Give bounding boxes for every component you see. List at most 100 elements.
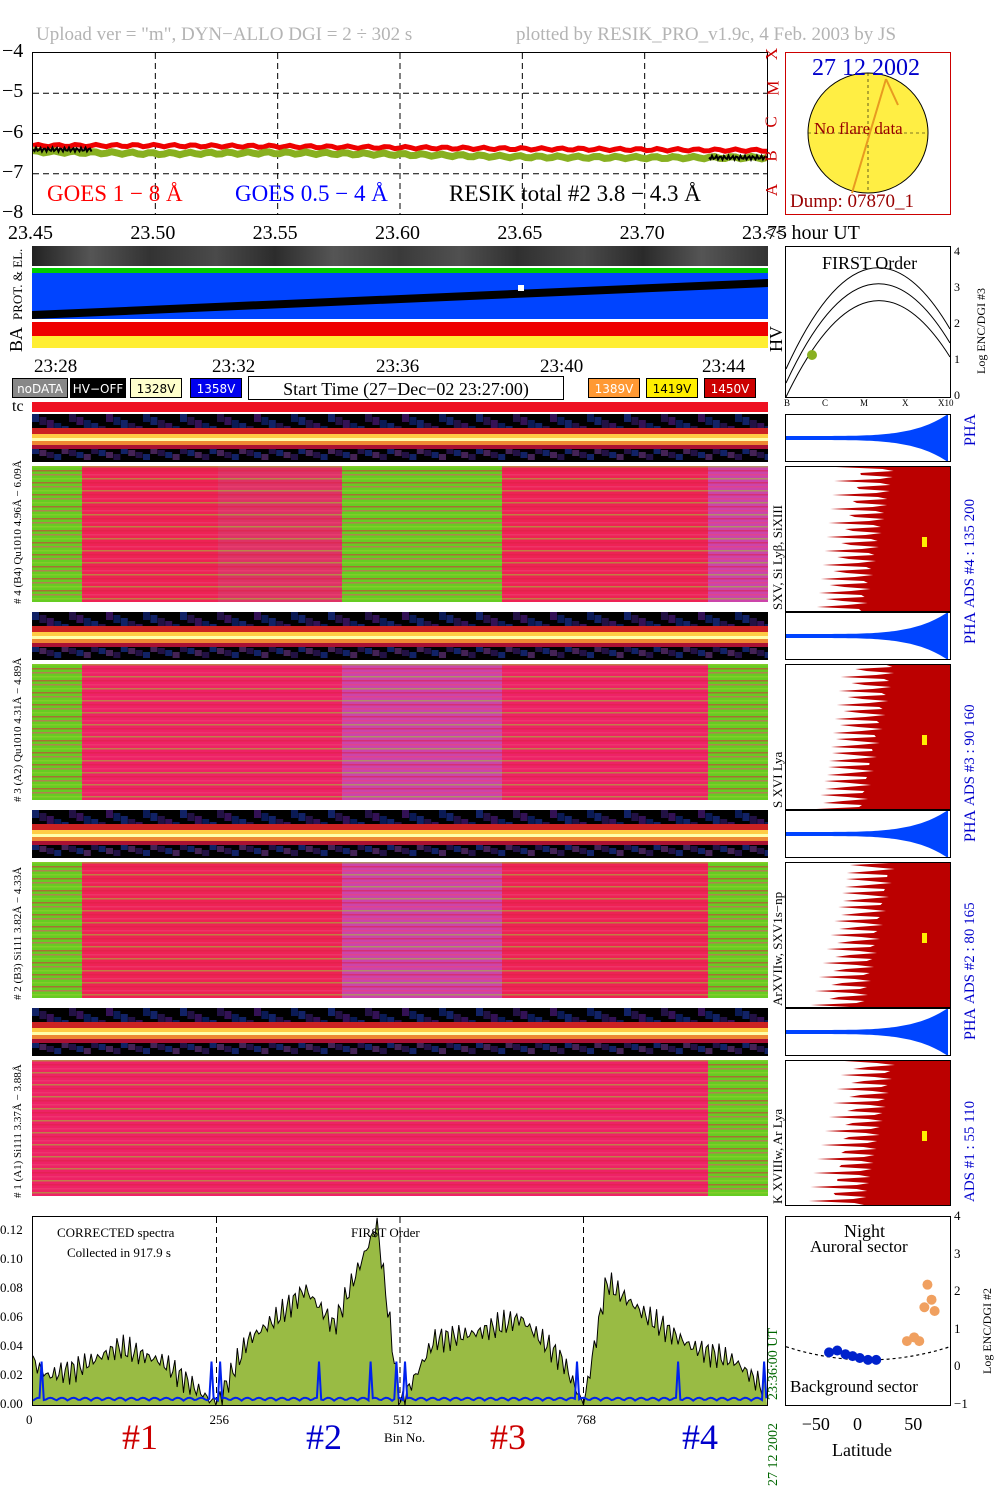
time-tick: 23:32 — [212, 356, 256, 377]
flare-class-A: A — [762, 183, 782, 197]
hv-title: FIRST Order — [822, 253, 918, 273]
hv-ylabel: Log ENC/DGI #3 — [974, 288, 988, 374]
spec-ytick: 0.06 — [0, 1309, 23, 1325]
goes-ytick: −8 — [2, 201, 24, 223]
spec-ytick: 0.08 — [0, 1280, 23, 1296]
hv-svg — [785, 267, 951, 398]
lat-background: Background sector — [790, 1377, 918, 1396]
sun-dump: Dump: 07870_1 — [790, 191, 915, 212]
goes-svg — [33, 53, 767, 214]
goes-series-0 — [33, 141, 767, 154]
sun-box: 27 12 2002 No flare data Dump: 07870_1 — [785, 52, 951, 215]
ba-label: BA — [6, 326, 26, 352]
channel-2-pha-box — [785, 810, 951, 858]
flare-class-X: X — [762, 47, 782, 61]
channel-4-image — [32, 466, 768, 604]
spec-xtick: 512 — [393, 1412, 413, 1427]
goes-x-unit: << hour UT — [764, 222, 860, 244]
spec-date: 27 12 2002 — [766, 1423, 781, 1486]
lat-point — [926, 1294, 937, 1305]
spec-ytick: 0.00 — [0, 1396, 23, 1411]
tc-label: tc — [12, 398, 24, 415]
channel-1-pha-label: PHA — [962, 1007, 979, 1040]
hv-ytick: 1 — [954, 352, 960, 366]
hv-xtick: X10 — [938, 398, 954, 408]
spec-channel-label: #1 — [122, 1417, 158, 1457]
spec-ytick: 0.04 — [0, 1338, 23, 1354]
lat-auroral: Auroral sector — [810, 1237, 908, 1256]
hv-xtick: X — [902, 398, 909, 408]
lat-ytick: 2 — [954, 1283, 961, 1299]
lat-point — [922, 1279, 933, 1290]
goes-xtick: 23.65 — [497, 222, 543, 244]
lat-xtick: 50 — [904, 1414, 923, 1434]
spec-area — [33, 1217, 767, 1405]
spec-blue-line — [32, 1361, 768, 1403]
time-tick: 23:44 — [702, 356, 746, 377]
goes-xtick: 23.75 — [742, 222, 787, 244]
spec-ytick: 0.12 — [0, 1222, 23, 1238]
v1358-button[interactable]: 1358V — [190, 378, 242, 398]
hv-xtick: B — [784, 398, 791, 408]
red-strip — [32, 322, 768, 336]
goes-ytick: −4 — [2, 40, 24, 62]
nodata-button[interactable]: noDATA — [12, 378, 68, 398]
channel-2-ads-label: ADS #2 : 80 165 — [962, 902, 978, 1004]
flare-class-M: M — [763, 80, 783, 96]
channel-3-image — [32, 664, 768, 802]
spec-title: CORRECTED spectra — [57, 1225, 175, 1240]
channel-1-ads-label: ADS #1 : 55 110 — [962, 1100, 978, 1202]
time-tick: 23:28 — [34, 356, 78, 377]
spec-time: 23:36:00 UT — [766, 1328, 781, 1400]
flare-class-C: C — [761, 116, 781, 128]
latitude-plot: Night Auroral sector Background sector — [785, 1216, 951, 1406]
goes-ytick: −7 — [2, 160, 24, 183]
channel-3-line-label: S XVI Lya — [770, 751, 785, 808]
prot-el-bar — [32, 246, 768, 266]
hvoff-button[interactable]: HV−OFF — [70, 378, 126, 398]
channel-1-image — [32, 1060, 768, 1198]
spec-channel-label: #4 — [682, 1417, 718, 1457]
channel-3-label: # 3 (A2) Qu1010 4.31Å − 4.89Å — [12, 657, 24, 802]
channel-2-line-label: ArXVIIw, SXV1s−np — [770, 891, 785, 1006]
legend-resik: RESIK total #2 3.8 − 4.3 Å — [449, 181, 701, 206]
spec-ytick: 0.02 — [0, 1367, 23, 1383]
latitude-svg — [785, 1279, 951, 1365]
channel-4-label: # 4 (B4) Qu1010 4.96Å − 6.09Å — [12, 460, 24, 604]
v1419-button[interactable]: 1419V — [646, 378, 698, 398]
channel-4-pha-label: PHA — [962, 413, 979, 446]
hv-xtick: M — [860, 398, 869, 408]
sun-flare: No flare data — [814, 119, 903, 138]
goes-xtick: 23.70 — [619, 222, 665, 244]
spectrum-plot: CORRECTED spectra Collected in 917.9 s F… — [32, 1216, 768, 1407]
sun-svg — [807, 72, 929, 194]
spec-xtick: 768 — [576, 1412, 597, 1427]
spec-xtick: 256 — [209, 1412, 230, 1427]
legend-goes18: GOES 1 − 8 Å — [47, 181, 183, 206]
lat-point — [914, 1336, 925, 1347]
v1450-button[interactable]: 1450V — [704, 378, 756, 398]
goes-xtick: 23.60 — [375, 222, 420, 244]
goes-ytick: −6 — [2, 120, 24, 143]
v1328-button[interactable]: 1328V — [130, 378, 182, 398]
spec-collected: Collected in 917.9 s — [67, 1245, 171, 1260]
channel-1-spectrogram — [32, 1008, 768, 1056]
channel-4-spectrogram — [32, 414, 768, 462]
lat-ytick: 1 — [954, 1320, 961, 1336]
start-time-box: Start Time (27−Dec−02 23:27:00) — [248, 376, 564, 400]
channel-3-spectrogram — [32, 612, 768, 660]
spec-channel-label: #3 — [490, 1417, 526, 1457]
channel-1-pha-box — [785, 1008, 951, 1056]
v1389-button[interactable]: 1389V — [588, 378, 640, 398]
spec-ytick: 0.10 — [0, 1251, 23, 1267]
hv-plot: FIRST Order — [785, 246, 951, 398]
spec-channel-label: #2 — [306, 1417, 342, 1457]
spec-line — [32, 1217, 767, 1407]
spec-order: FIRST Order — [351, 1225, 420, 1240]
lat-point — [832, 1345, 843, 1356]
channel-2-image — [32, 862, 768, 1000]
channel-2-spectrogram — [32, 810, 768, 858]
lat-xtick: 0 — [853, 1414, 862, 1434]
time-tick: 23:40 — [540, 356, 584, 377]
channel-3-ads-label: ADS #3 : 90 160 — [962, 704, 978, 806]
